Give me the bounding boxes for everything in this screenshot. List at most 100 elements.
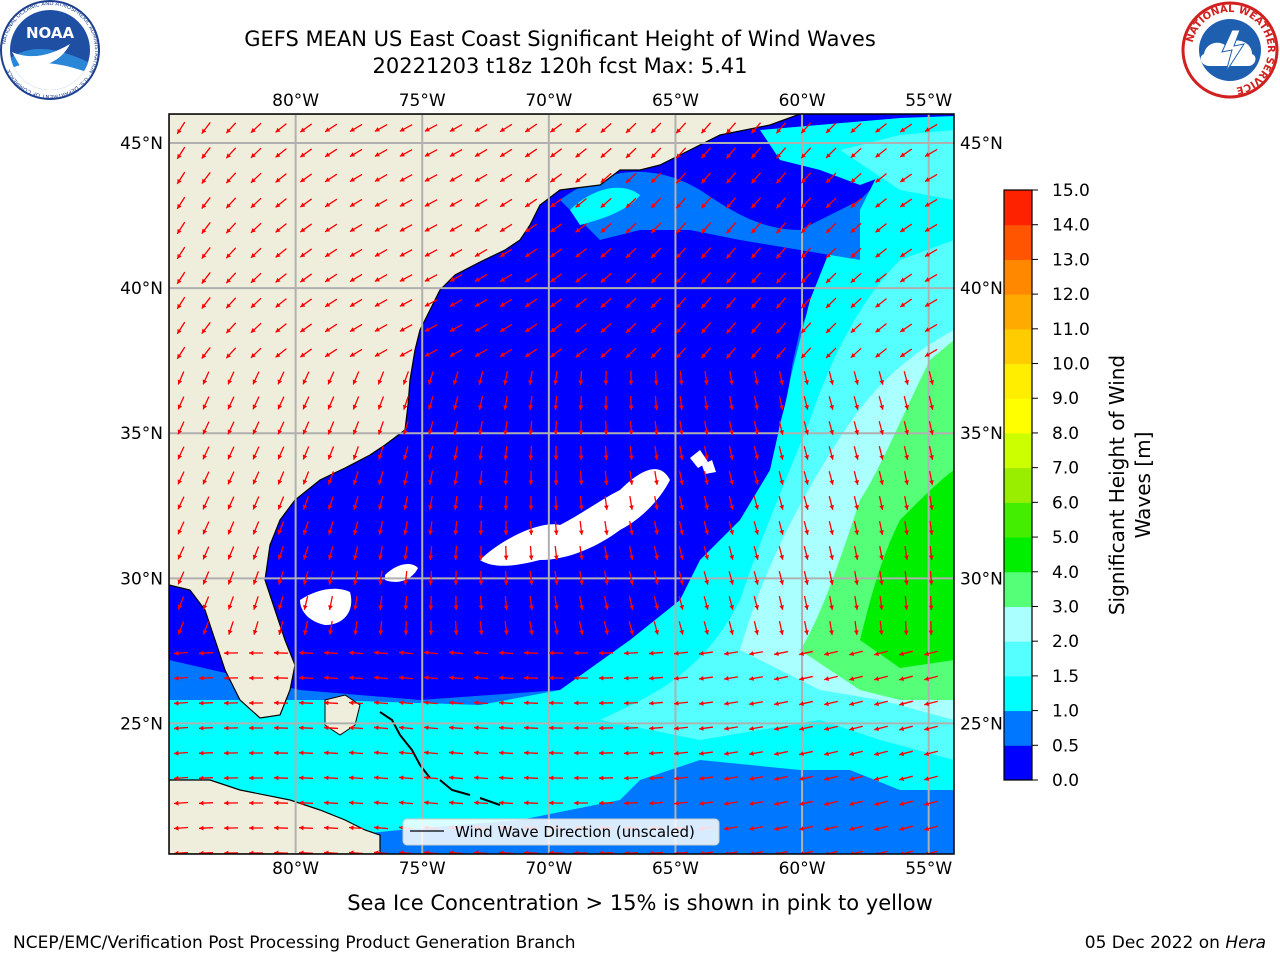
- wave-arrow: [775, 297, 787, 309]
- wave-arrow: [928, 620, 934, 636]
- arrow-head: [474, 700, 479, 706]
- arrow-head: [302, 529, 308, 535]
- wave-arrow: [252, 521, 260, 535]
- wave-arrow: [924, 148, 938, 158]
- arrow-head: [275, 202, 281, 208]
- arrow-head: [904, 429, 909, 435]
- wave-arrow: [650, 222, 662, 234]
- wave-arrow: [824, 650, 838, 656]
- arrow-head: [826, 278, 831, 283]
- colorbar-tick-label: 15.0: [1052, 181, 1090, 201]
- arrow-head: [353, 605, 358, 610]
- arrow-head: [277, 529, 283, 535]
- arrow-head: [801, 303, 806, 309]
- arrow-head: [774, 726, 779, 731]
- arrow-head: [900, 152, 906, 157]
- lat-tick-label-right: 35°N: [960, 424, 1003, 444]
- arrow-head: [726, 328, 732, 334]
- wave-arrow: [825, 247, 837, 259]
- arrow-head: [726, 128, 732, 134]
- arrow-head: [374, 700, 379, 706]
- arrow-head: [202, 429, 208, 435]
- arrow-head: [679, 629, 684, 635]
- wave-arrow: [625, 272, 637, 284]
- arrow-head: [449, 750, 454, 756]
- wave-arrow: [928, 396, 934, 410]
- colorbar-segment: [1004, 502, 1032, 538]
- arrow-head: [275, 177, 281, 183]
- arrow-head: [274, 750, 279, 756]
- arrow-head: [250, 328, 256, 333]
- wave-arrow: [474, 148, 488, 158]
- arrow-head: [924, 726, 930, 731]
- arrow-head: [553, 480, 559, 485]
- wave-arrow: [828, 521, 834, 535]
- arrow-head: [478, 605, 484, 610]
- arrow-head: [378, 555, 383, 560]
- wave-arrow: [549, 273, 563, 283]
- arrow-head: [449, 327, 455, 332]
- wave-arrow: [728, 471, 734, 485]
- arrow-head: [474, 352, 480, 357]
- wave-arrow: [225, 247, 237, 259]
- wave-arrow: [225, 297, 237, 309]
- wave-arrow: [904, 545, 909, 561]
- colorbar-label-line-2: Waves [m]: [1131, 432, 1155, 539]
- arrow-head: [624, 675, 629, 681]
- arrow-head: [604, 605, 609, 610]
- wave-arrow: [273, 675, 289, 681]
- wave-arrow: [803, 571, 809, 585]
- colorbar-segment: [1004, 432, 1032, 469]
- wave-arrow: [250, 172, 262, 184]
- arrow-head: [924, 327, 930, 332]
- arrow-head: [299, 650, 304, 656]
- arrow-head: [849, 751, 855, 756]
- arrow-head: [303, 604, 308, 610]
- wave-arrow: [799, 675, 813, 681]
- wave-arrow: [829, 620, 834, 636]
- arrow-head: [603, 455, 609, 460]
- wave-arrow: [750, 247, 762, 259]
- wave-arrow: [575, 148, 587, 158]
- wave-arrow: [774, 725, 788, 731]
- wave-arrow: [449, 349, 463, 357]
- arrow-head: [300, 352, 306, 358]
- arrow-head: [474, 650, 479, 656]
- wave-arrow: [653, 621, 659, 635]
- wave-arrow: [700, 222, 712, 234]
- arrow-head: [749, 726, 754, 731]
- wave-arrow: [753, 521, 759, 535]
- arrow-head: [478, 555, 484, 560]
- wave-arrow: [603, 495, 609, 511]
- wave-arrow: [825, 122, 837, 134]
- arrow-head: [503, 630, 509, 635]
- arrow-head: [474, 775, 479, 781]
- arrow-head: [749, 751, 754, 756]
- colorbar-segment: [1004, 363, 1032, 399]
- arrow-head: [651, 128, 656, 134]
- arrow-head: [854, 454, 859, 460]
- arrow-head: [654, 555, 659, 560]
- arrow-head: [177, 404, 183, 410]
- arrow-head: [299, 825, 304, 831]
- arrow-head: [854, 530, 859, 535]
- wave-arrow: [324, 223, 338, 233]
- wave-arrow: [803, 371, 809, 385]
- arrow-head: [327, 429, 333, 435]
- arrow-head: [603, 405, 609, 410]
- wave-arrow: [523, 675, 539, 681]
- wave-arrow: [374, 299, 388, 307]
- wave-arrow: [750, 147, 762, 159]
- arrow-head: [651, 253, 656, 259]
- wave-arrow: [225, 197, 237, 209]
- wave-arrow: [402, 446, 409, 460]
- wave-arrow: [703, 521, 709, 535]
- arrow-head: [224, 725, 229, 731]
- arrow-head: [274, 775, 279, 781]
- wave-arrow: [753, 396, 759, 410]
- arrow-head: [603, 380, 609, 385]
- wave-arrow: [399, 249, 413, 257]
- arrow-head: [929, 480, 934, 485]
- arrow-head: [804, 479, 809, 485]
- arrow-head: [674, 775, 679, 781]
